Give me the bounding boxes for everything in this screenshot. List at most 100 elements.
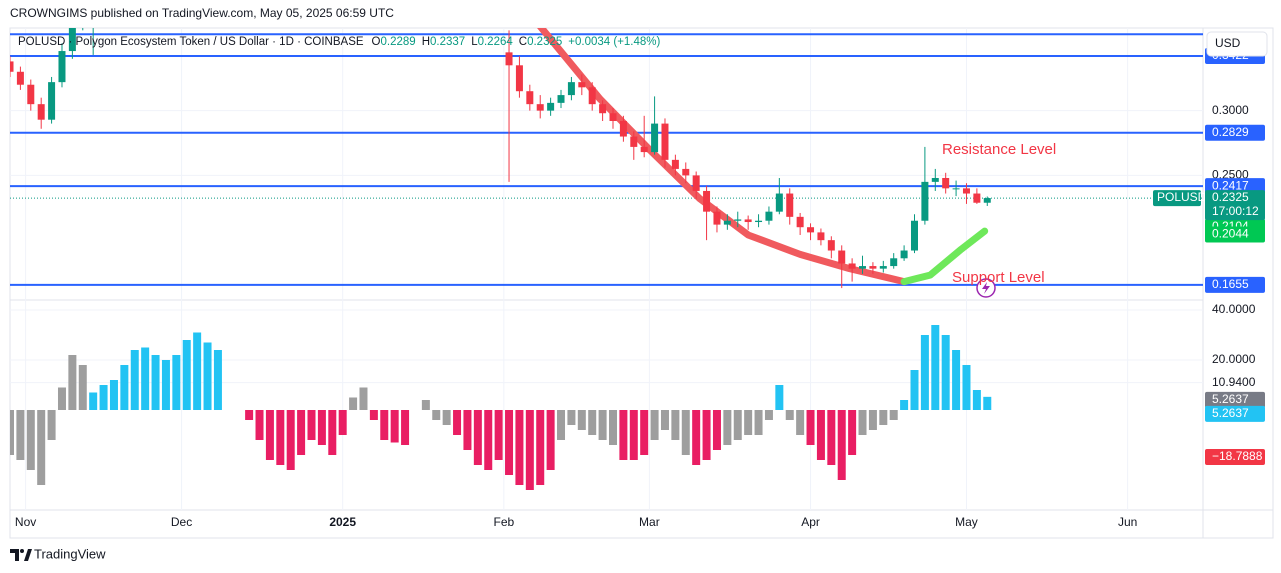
ohlc-value: 0.2325 bbox=[527, 36, 562, 48]
ohlc-key: H bbox=[422, 36, 430, 48]
candle-body bbox=[27, 84, 35, 105]
histogram-bar bbox=[785, 410, 794, 420]
histogram-bar bbox=[598, 410, 607, 440]
frame bbox=[9, 27, 1274, 539]
ma-label-box bbox=[1205, 226, 1265, 243]
histogram-bar bbox=[109, 380, 118, 410]
x-tick-label: May bbox=[955, 515, 978, 529]
histogram-bar bbox=[868, 410, 877, 430]
candle-body bbox=[817, 232, 825, 241]
ma-label: 0.2044 bbox=[1212, 227, 1249, 241]
histogram-bar bbox=[141, 347, 150, 410]
histogram-bar bbox=[297, 410, 306, 455]
annotation: Support Level bbox=[952, 269, 1045, 286]
histogram-bar bbox=[848, 410, 857, 455]
candle-body bbox=[723, 220, 731, 225]
indicator-value: −18.7888 bbox=[1212, 449, 1263, 463]
candle-body bbox=[983, 198, 991, 203]
candle-body bbox=[869, 266, 877, 269]
histogram-bar bbox=[130, 350, 139, 410]
brand: TradingView bbox=[34, 546, 106, 561]
candle-body bbox=[640, 146, 648, 153]
histogram-bar bbox=[629, 410, 638, 460]
indicator-value-box bbox=[1205, 448, 1265, 465]
histogram-bar bbox=[213, 350, 222, 410]
histogram-bar bbox=[692, 410, 701, 465]
bolt bbox=[982, 282, 990, 294]
histogram-bar bbox=[484, 410, 493, 470]
histogram-bar bbox=[920, 335, 929, 410]
histogram-bar bbox=[660, 410, 669, 430]
candles bbox=[10, 28, 991, 289]
histogram-bar bbox=[338, 410, 347, 435]
histogram-bar bbox=[276, 410, 285, 465]
histogram-bar bbox=[608, 410, 617, 445]
histogram-bar bbox=[317, 410, 326, 445]
histogram-bar bbox=[796, 410, 805, 435]
histogram-bar bbox=[151, 355, 160, 410]
candle-body bbox=[682, 168, 690, 176]
histogram-bar bbox=[453, 410, 462, 435]
candle-body bbox=[651, 123, 659, 153]
histogram-bar bbox=[99, 385, 108, 410]
histogram-bar bbox=[172, 355, 181, 410]
y2-tick-label: 10.9400 bbox=[1212, 375, 1256, 389]
ohlc-key: L bbox=[471, 36, 478, 48]
histogram-bar bbox=[47, 410, 56, 440]
histogram-bar bbox=[286, 410, 295, 470]
candle-body bbox=[10, 61, 14, 72]
candle-body bbox=[692, 175, 700, 191]
candle-body bbox=[973, 193, 981, 203]
candle-body bbox=[58, 51, 66, 83]
histogram-bar bbox=[827, 410, 836, 465]
candle-body bbox=[962, 188, 970, 194]
histogram-bar bbox=[733, 410, 742, 440]
histogram-bar bbox=[983, 396, 992, 410]
histogram-bar bbox=[702, 410, 711, 460]
candle-body bbox=[952, 188, 960, 190]
histogram-bar bbox=[952, 350, 961, 410]
x-tick-label: Mar bbox=[639, 515, 660, 529]
histogram-bar bbox=[567, 410, 576, 425]
currency-button[interactable] bbox=[1206, 31, 1268, 57]
level-label-box bbox=[1205, 276, 1265, 293]
histogram-bar bbox=[432, 410, 441, 420]
histogram-bar bbox=[546, 410, 555, 470]
ohlc-key: C bbox=[519, 36, 527, 48]
candle-body bbox=[619, 120, 627, 137]
brand-logo bbox=[10, 549, 32, 561]
candle-body bbox=[890, 258, 898, 267]
y-tick-label: 0.3000 bbox=[1212, 103, 1249, 117]
y2-tick-label: 40.0000 bbox=[1212, 302, 1256, 316]
candle-body bbox=[578, 82, 586, 88]
x-tick-label: Feb bbox=[493, 515, 514, 529]
histogram-bar bbox=[505, 410, 514, 475]
candle-body bbox=[775, 193, 783, 212]
candle-body bbox=[536, 104, 544, 111]
indicator-value-box bbox=[1205, 391, 1265, 408]
histogram-bar bbox=[463, 410, 472, 450]
histogram-bar bbox=[816, 410, 825, 460]
histogram-bar bbox=[359, 387, 368, 410]
level-label: 0.2829 bbox=[1212, 125, 1249, 139]
candle-body bbox=[68, 28, 76, 52]
histogram-bar bbox=[879, 410, 888, 425]
candle-body bbox=[505, 52, 513, 66]
histogram-bar bbox=[962, 365, 971, 410]
candle-body bbox=[547, 102, 555, 111]
histogram-bar bbox=[255, 410, 264, 440]
candle-body bbox=[848, 263, 856, 269]
current-price: 0.2325 bbox=[1212, 190, 1249, 204]
candle-body bbox=[567, 82, 575, 96]
histogram-bar bbox=[369, 410, 378, 420]
histogram-bar bbox=[307, 410, 316, 440]
histogram-bar bbox=[712, 410, 721, 450]
x-tick-label: 2025 bbox=[329, 515, 356, 529]
y2-tick-label: 20.0000 bbox=[1212, 352, 1256, 366]
currency[interactable]: USD bbox=[1215, 36, 1241, 50]
candle-body bbox=[515, 65, 523, 92]
candle-body bbox=[931, 177, 939, 182]
candle-body bbox=[900, 250, 908, 259]
histogram-bar bbox=[182, 340, 191, 410]
ohlc-key: O bbox=[372, 36, 381, 48]
